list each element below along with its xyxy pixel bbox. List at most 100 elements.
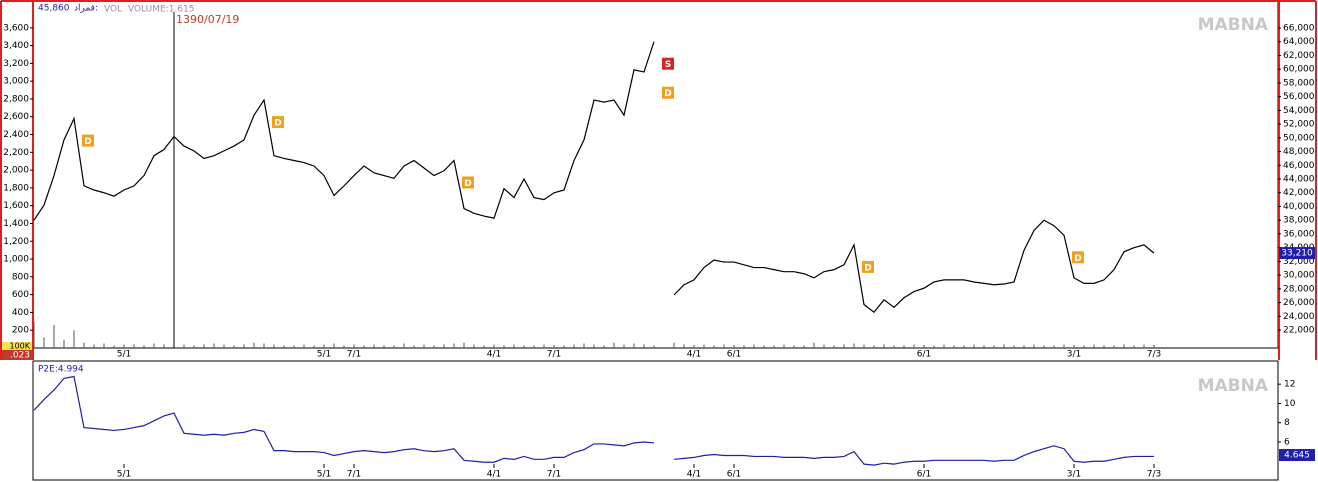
price-line	[673, 445, 1154, 466]
y2-tick-label: 54,000	[1283, 106, 1315, 116]
y2-tick-label: 26,000	[1283, 298, 1315, 308]
header-value: 45,860	[38, 4, 70, 14]
y-tick-label: 8	[1284, 418, 1290, 428]
y2-tick-label: 60,000	[1283, 65, 1315, 75]
y-tick-label: 3,400	[3, 41, 29, 51]
y2-tick-label: 56,000	[1283, 92, 1315, 102]
watermark: MABNA	[1198, 376, 1269, 396]
event-label: D	[864, 263, 871, 273]
x-tick-label: 7/1	[547, 350, 561, 360]
event-label: D	[274, 119, 281, 129]
y2-tick-label: 62,000	[1283, 51, 1315, 61]
y2-tick-label: 42,000	[1283, 188, 1315, 198]
event-label: S	[665, 60, 671, 70]
badge-label: 100K	[9, 342, 30, 351]
header-volume: VOLUME:1.615	[128, 5, 195, 15]
x-tick-label: 7/1	[547, 470, 561, 480]
x-tick-label: 6/1	[727, 470, 741, 480]
event-label: D	[84, 137, 91, 147]
cursor-date: 1390/07/19	[176, 13, 239, 26]
x-tick-label: 3/1	[1067, 350, 1081, 360]
x-tick-label: 3/1	[1067, 470, 1081, 480]
sub-panel	[32, 360, 1279, 481]
y-tick-label: 2,000	[3, 166, 29, 176]
y2-tick-label: 52,000	[1283, 120, 1315, 130]
event-badge	[82, 134, 94, 147]
header-label: قمراد:	[74, 4, 98, 14]
price-line	[33, 375, 655, 463]
price-line	[33, 41, 655, 221]
price-line	[673, 219, 1155, 313]
y2-tick-label: 44,000	[1283, 175, 1315, 185]
last-value-label: 33,210	[1281, 249, 1313, 259]
event-label: D	[464, 179, 471, 189]
y2-tick-label: 22,000	[1283, 326, 1315, 336]
y-tick-label: 1,400	[3, 219, 29, 229]
y2-tick-label: 58,000	[1283, 78, 1315, 88]
event-label: D	[664, 89, 671, 99]
event-label: D	[1074, 254, 1081, 264]
event-badge	[462, 176, 474, 189]
y2-tick-label: 36,000	[1283, 229, 1315, 239]
sub-title: P2E:4.994	[38, 365, 84, 375]
watermark: MABNA	[1198, 15, 1269, 35]
x-tick-label: 7/1	[347, 470, 361, 480]
y-tick-label: 1,600	[3, 201, 29, 211]
x-tick-label: 4/1	[687, 470, 701, 480]
y-tick-label: 2,800	[3, 94, 29, 104]
y-tick-label: 6	[1284, 437, 1290, 447]
y2-tick-label: 24,000	[1283, 312, 1315, 322]
y-tick-label: 1,800	[3, 183, 29, 193]
y-tick-label: 2,400	[3, 130, 29, 140]
badge-label: .023	[10, 351, 30, 361]
y2-tick-label: 48,000	[1283, 147, 1315, 157]
y2-tick-label: 46,000	[1283, 161, 1315, 171]
y-tick-label: 10	[1284, 399, 1296, 409]
x-tick-label: 6/1	[917, 350, 931, 360]
x-tick-label: 7/1	[347, 350, 361, 360]
y2-tick-label: 32,000	[1283, 257, 1315, 267]
y-tick-label: 2,600	[3, 112, 29, 122]
x-tick-label: 6/1	[727, 350, 741, 360]
y-tick-label: 1,000	[3, 255, 29, 265]
y2-tick-label: 40,000	[1283, 202, 1315, 212]
last-value-label: 4.645	[1284, 451, 1310, 461]
y2-tick-label: 30,000	[1283, 271, 1315, 281]
x-tick-label: 5/1	[317, 350, 331, 360]
y2-tick-label: 28,000	[1283, 284, 1315, 294]
x-tick-label: 4/1	[487, 350, 501, 360]
event-badge	[272, 116, 284, 129]
x-tick-label: 5/1	[117, 470, 131, 480]
y-tick-label: 3,200	[3, 59, 29, 69]
event-badge	[862, 260, 874, 273]
header-vol: VOL	[104, 5, 122, 15]
badge	[2, 350, 32, 360]
event-badge	[662, 57, 674, 70]
y-tick-label: 200	[12, 326, 29, 336]
x-tick-label: 4/1	[687, 350, 701, 360]
y-tick-label: 3,600	[3, 23, 29, 33]
x-tick-label: 7/3	[1147, 470, 1161, 480]
x-tick-label: 5/1	[317, 470, 331, 480]
event-badge	[1072, 251, 1084, 264]
y-tick-label: 12	[1284, 380, 1295, 390]
x-tick-label: 4/1	[487, 470, 501, 480]
y-tick-label: 3,000	[3, 77, 29, 87]
x-tick-label: 6/1	[917, 470, 931, 480]
y2-tick-label: 50,000	[1283, 133, 1315, 143]
y2-tick-label: 64,000	[1283, 37, 1315, 47]
x-tick-label: 7/3	[1147, 350, 1161, 360]
y-tick-label: 400	[12, 308, 29, 318]
last-value-box	[1279, 449, 1315, 462]
y-tick-label: 2,200	[3, 148, 29, 158]
x-tick-label: 5/1	[117, 350, 131, 360]
y-tick-label: 600	[12, 290, 29, 300]
y-tick-label: 800	[12, 272, 29, 282]
badge	[2, 342, 32, 350]
last-value-box	[1279, 247, 1315, 260]
y2-tick-label: 38,000	[1283, 216, 1315, 226]
y-tick-label: 1,200	[3, 237, 29, 247]
